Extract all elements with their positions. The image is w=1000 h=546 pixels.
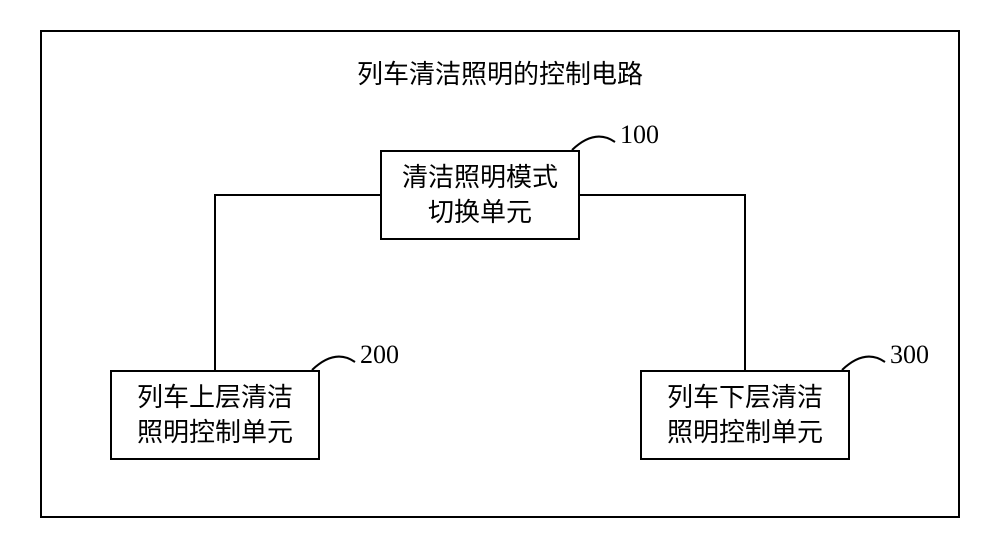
node-200-line1: 列车上层清洁 <box>137 383 293 412</box>
node-lower-cleaning-lighting-unit: 列车下层清洁 照明控制单元 <box>640 370 850 460</box>
node-mode-switch-unit: 清洁照明模式 切换单元 <box>380 150 580 240</box>
node-300-line2: 照明控制单元 <box>667 418 823 447</box>
node-200-line2: 照明控制单元 <box>137 418 293 447</box>
diagram-title: 列车清洁照明的控制电路 <box>0 54 1000 91</box>
node-100-line2: 切换单元 <box>428 198 532 227</box>
node-300-line1: 列车下层清洁 <box>667 383 823 412</box>
node-upper-cleaning-lighting-unit: 列车上层清洁 照明控制单元 <box>110 370 320 460</box>
node-100-line1: 清洁照明模式 <box>402 163 558 192</box>
diagram-canvas: 列车清洁照明的控制电路 清洁照明模式 切换单元 100 列车上层清洁 照明控制单… <box>0 0 1000 546</box>
ref-label-300: 300 <box>890 340 929 370</box>
ref-label-100: 100 <box>620 120 659 150</box>
ref-label-200: 200 <box>360 340 399 370</box>
